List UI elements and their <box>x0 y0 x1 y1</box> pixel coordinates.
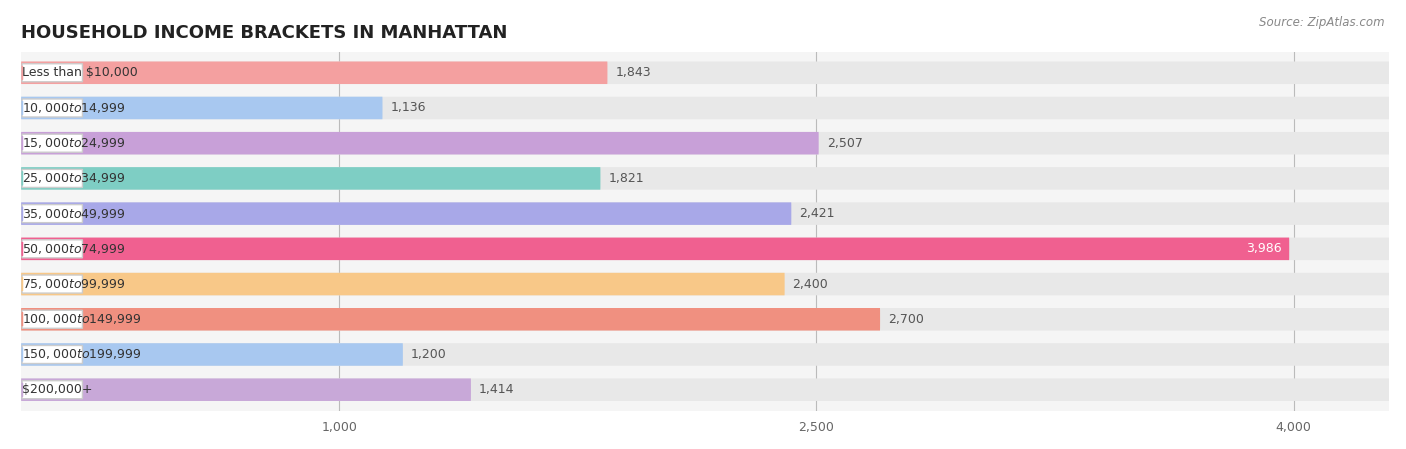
FancyBboxPatch shape <box>21 97 382 119</box>
Text: $200,000+: $200,000+ <box>22 383 93 396</box>
FancyBboxPatch shape <box>21 167 1389 189</box>
Text: 1,843: 1,843 <box>616 66 651 79</box>
Text: 1,821: 1,821 <box>609 172 644 185</box>
FancyBboxPatch shape <box>21 167 600 189</box>
Text: $50,000 to $74,999: $50,000 to $74,999 <box>22 242 125 256</box>
Text: 1,414: 1,414 <box>479 383 515 396</box>
Text: $100,000 to $149,999: $100,000 to $149,999 <box>22 312 142 326</box>
FancyBboxPatch shape <box>22 345 83 364</box>
FancyBboxPatch shape <box>22 381 83 399</box>
FancyBboxPatch shape <box>21 343 1389 366</box>
FancyBboxPatch shape <box>21 273 785 295</box>
FancyBboxPatch shape <box>22 169 83 187</box>
FancyBboxPatch shape <box>21 97 1389 119</box>
Text: $10,000 to $14,999: $10,000 to $14,999 <box>22 101 125 115</box>
Text: HOUSEHOLD INCOME BRACKETS IN MANHATTAN: HOUSEHOLD INCOME BRACKETS IN MANHATTAN <box>21 24 508 42</box>
FancyBboxPatch shape <box>21 62 607 84</box>
Text: 2,507: 2,507 <box>827 136 862 150</box>
FancyBboxPatch shape <box>21 308 880 330</box>
Text: 2,700: 2,700 <box>889 313 924 326</box>
Text: 3,986: 3,986 <box>1246 242 1281 255</box>
FancyBboxPatch shape <box>22 240 83 258</box>
FancyBboxPatch shape <box>21 273 1389 295</box>
FancyBboxPatch shape <box>21 379 1389 401</box>
FancyBboxPatch shape <box>21 202 1389 225</box>
FancyBboxPatch shape <box>22 64 83 82</box>
Text: $25,000 to $34,999: $25,000 to $34,999 <box>22 172 125 185</box>
Text: $75,000 to $99,999: $75,000 to $99,999 <box>22 277 125 291</box>
FancyBboxPatch shape <box>21 132 818 154</box>
Text: 1,200: 1,200 <box>411 348 447 361</box>
FancyBboxPatch shape <box>22 205 83 223</box>
FancyBboxPatch shape <box>21 62 1389 84</box>
Text: Less than $10,000: Less than $10,000 <box>22 66 138 79</box>
FancyBboxPatch shape <box>22 99 83 117</box>
Text: $150,000 to $199,999: $150,000 to $199,999 <box>22 348 142 361</box>
FancyBboxPatch shape <box>22 275 83 293</box>
Text: Source: ZipAtlas.com: Source: ZipAtlas.com <box>1260 16 1385 29</box>
FancyBboxPatch shape <box>21 202 792 225</box>
FancyBboxPatch shape <box>21 308 1389 330</box>
Text: 1,136: 1,136 <box>391 101 426 114</box>
FancyBboxPatch shape <box>22 134 83 152</box>
FancyBboxPatch shape <box>21 343 404 366</box>
FancyBboxPatch shape <box>21 379 471 401</box>
FancyBboxPatch shape <box>21 238 1389 260</box>
Text: 2,400: 2,400 <box>793 277 828 291</box>
FancyBboxPatch shape <box>22 310 83 328</box>
FancyBboxPatch shape <box>21 238 1289 260</box>
Text: 2,421: 2,421 <box>799 207 835 220</box>
FancyBboxPatch shape <box>21 132 1389 154</box>
Text: $35,000 to $49,999: $35,000 to $49,999 <box>22 207 125 220</box>
Text: $15,000 to $24,999: $15,000 to $24,999 <box>22 136 125 150</box>
